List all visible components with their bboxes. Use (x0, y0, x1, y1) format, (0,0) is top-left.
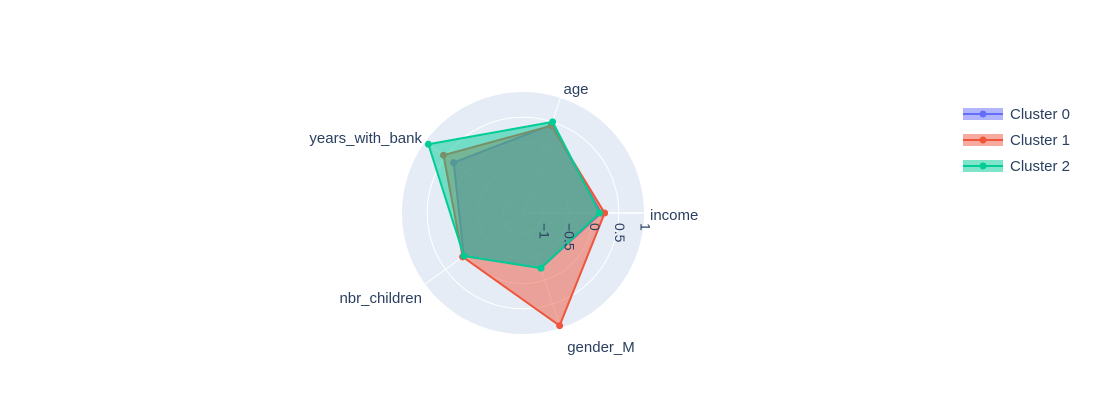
legend-label: Cluster 1 (1010, 132, 1070, 149)
angular-tick (559, 93, 563, 99)
series-cluster-2[interactable] (424, 118, 604, 272)
angular-axis-labels: income age years_with_bank nbr_childrengend… (309, 81, 698, 356)
radial-tick-label: 0 (587, 223, 603, 231)
radial-tick-label: 1 (637, 223, 653, 231)
axis-label-years-with-bank: years_with_bank (309, 130, 422, 147)
axis-label-gender-M: gender_M (567, 339, 635, 356)
legend-item-cluster-1[interactable]: Cluster 1 (963, 132, 1070, 149)
series-area (427, 120, 601, 270)
legend-item-cluster-2[interactable]: Cluster 2 (963, 158, 1070, 175)
data-point-income[interactable] (596, 209, 604, 217)
legend[interactable]: Cluster 0 Cluster 1 Cluster 2 (963, 106, 1070, 175)
radial-tick-label: −1 (536, 223, 552, 239)
data-point-income[interactable] (601, 209, 609, 217)
angular-tick (420, 283, 426, 288)
legend-label: Cluster 0 (1010, 106, 1070, 123)
data-point-nbr_children[interactable] (460, 252, 468, 260)
radial-tick-label: −0.5 (562, 223, 578, 251)
radial-tick-label: 0.5 (612, 223, 628, 243)
axis-label-age: age (563, 81, 588, 98)
legend-marker (979, 136, 987, 144)
legend-marker (979, 162, 987, 170)
axis-label-income: income (650, 207, 698, 224)
radial-tick-labels: −1 −0.5 0 0.5 1 (536, 223, 653, 251)
data-point-gender_M[interactable] (556, 322, 564, 330)
legend-item-cluster-0[interactable]: Cluster 0 (963, 106, 1070, 123)
legend-marker (979, 110, 987, 118)
axis-label-nbr-children: nbr_children (339, 290, 422, 307)
angular-tick (420, 138, 426, 143)
data-point-years_with_bank[interactable] (424, 140, 432, 148)
chart-traces (424, 118, 609, 330)
data-point-age[interactable] (549, 118, 557, 126)
legend-label: Cluster 2 (1010, 158, 1070, 175)
data-point-gender_M[interactable] (537, 264, 545, 272)
